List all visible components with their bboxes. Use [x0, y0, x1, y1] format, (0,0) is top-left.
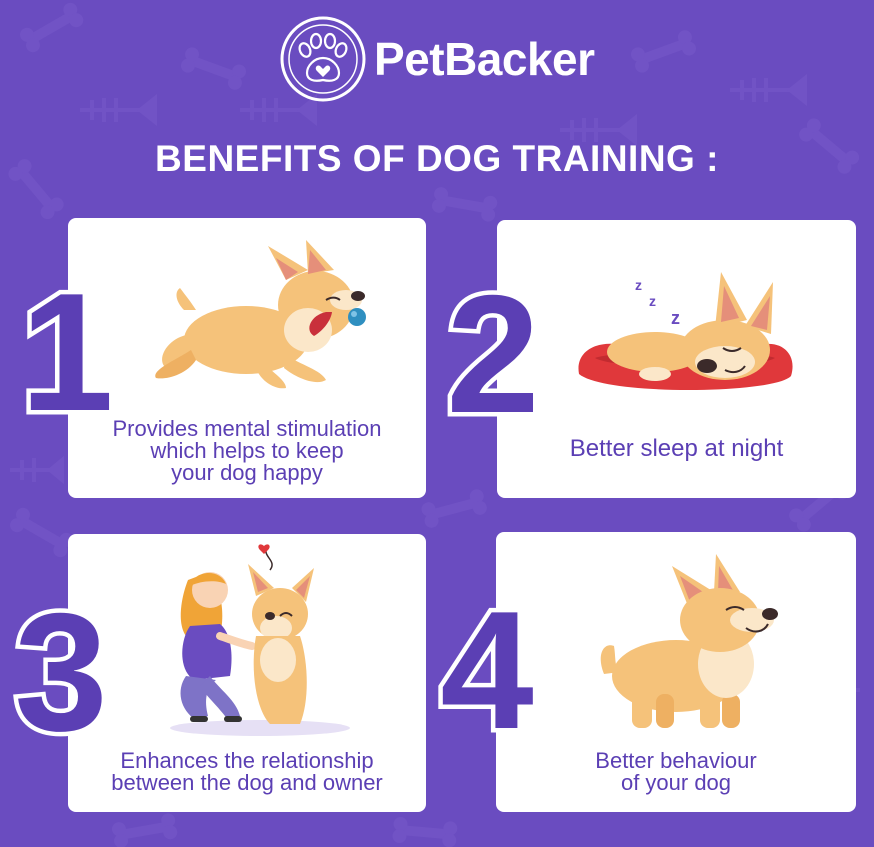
fish-bone-icon: [10, 455, 64, 485]
benefit-text-3: Enhances the relationship between the do…: [68, 750, 426, 794]
bone-icon: [392, 817, 458, 847]
benefit-4-line-2: of your dog: [620, 770, 732, 795]
bone-icon: [10, 507, 74, 558]
number-3-badge: 3: [10, 590, 112, 740]
bone-icon: [630, 30, 697, 73]
number-2-badge: 2: [442, 272, 544, 422]
benefit-text-4: Better behaviour of your dog: [496, 750, 856, 794]
fish-bone-icon: [80, 93, 157, 127]
page-title: BENEFITS OF DOG TRAINING :: [155, 138, 719, 179]
paw-heart-icon: [280, 16, 366, 102]
number-4: 4: [440, 588, 533, 738]
bone-icon: [111, 813, 178, 847]
benefit-card-3: Enhances the relationship between the do…: [68, 534, 426, 812]
benefit-1-line-2: which helps to keep: [150, 438, 344, 463]
bone-icon: [421, 489, 487, 528]
brand-name: PetBacker: [374, 33, 595, 85]
benefit-text-1: Provides mental stimulation which helps …: [68, 418, 426, 484]
benefit-3-line-2: between the dog and owner: [111, 770, 383, 795]
number-3: 3: [14, 590, 107, 740]
owner-hugging-dog-illustration: [170, 544, 350, 736]
benefit-1-line-3: your dog happy: [171, 460, 323, 485]
fish-bone-icon: [730, 73, 807, 107]
ball-icon: [348, 308, 366, 326]
number-1: 1: [22, 270, 112, 420]
benefit-card-2: z z z Better sleep at night: [497, 220, 856, 498]
running-dog-illustration: [155, 240, 365, 389]
benefit-2-line-1: Better sleep at night: [569, 435, 784, 462]
number-4-badge: 4: [436, 588, 538, 738]
number-2: 2: [446, 272, 539, 422]
number-1-badge: 1: [22, 270, 112, 420]
brand-logo: PetBacker: [278, 14, 595, 104]
standing-dog-illustration: [600, 554, 778, 728]
svg-text:z: z: [649, 293, 656, 309]
bone-icon: [180, 47, 247, 90]
benefit-1-line-1: Provides mental stimulation: [112, 416, 382, 441]
benefit-text-2: Better sleep at night: [497, 435, 856, 462]
svg-text:z: z: [671, 308, 680, 328]
bone-icon: [20, 2, 84, 53]
sleeping-dog-illustration: z z z: [578, 272, 793, 390]
benefit-4-line-1: Better behaviour: [595, 748, 757, 773]
benefit-card-4: Better behaviour of your dog: [496, 532, 856, 812]
bone-icon: [431, 187, 498, 222]
benefit-card-1: Provides mental stimulation which helps …: [68, 218, 426, 498]
svg-text:z: z: [635, 277, 642, 293]
benefit-3-line-1: Enhances the relationship: [120, 748, 374, 773]
